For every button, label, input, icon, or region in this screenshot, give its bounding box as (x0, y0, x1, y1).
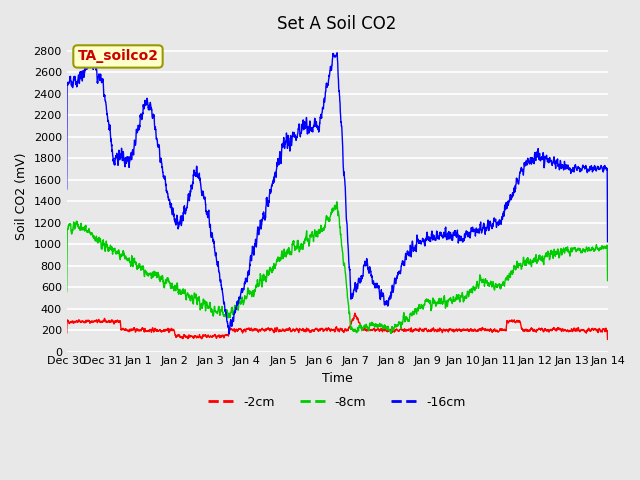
Title: Set A Soil CO2: Set A Soil CO2 (277, 15, 397, 33)
Text: TA_soilco2: TA_soilco2 (77, 49, 159, 63)
Y-axis label: Soil CO2 (mV): Soil CO2 (mV) (15, 152, 28, 240)
Legend: -2cm, -8cm, -16cm: -2cm, -8cm, -16cm (204, 391, 471, 414)
X-axis label: Time: Time (322, 372, 353, 385)
